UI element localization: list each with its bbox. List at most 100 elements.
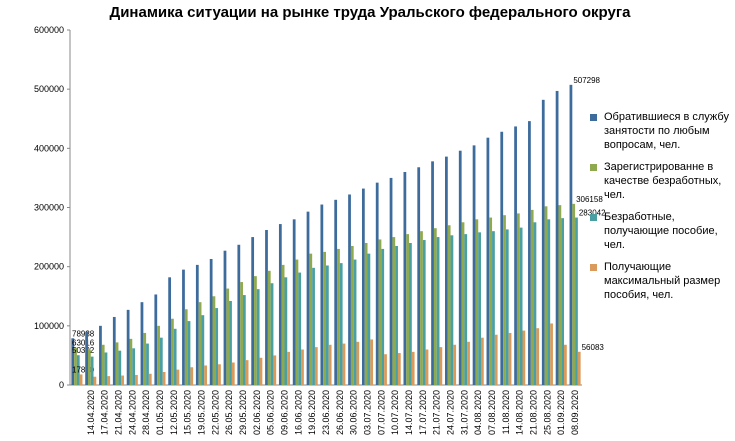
- bar: [464, 234, 468, 385]
- x-tick-label: 07.08.2020: [487, 390, 497, 435]
- data-label: 56083: [582, 343, 605, 352]
- bar: [132, 348, 136, 385]
- x-tick-label: 21.04.2020: [113, 390, 123, 435]
- bar: [384, 354, 387, 385]
- bar: [242, 295, 246, 385]
- bar: [76, 355, 80, 385]
- bar: [353, 259, 357, 385]
- bar: [314, 347, 318, 385]
- bar: [87, 349, 91, 385]
- y-tick-label: 400000: [34, 143, 64, 153]
- bar: [533, 222, 537, 385]
- bar: [522, 330, 526, 385]
- bar: [389, 177, 393, 385]
- bar: [342, 343, 346, 385]
- bar: [259, 357, 263, 385]
- x-tick-label: 03.07.2020: [363, 390, 373, 435]
- legend-label: Зарегистрированне в качестве безработных…: [604, 161, 722, 201]
- bar: [433, 228, 437, 385]
- legend-swatch: [590, 264, 597, 271]
- bar: [265, 229, 268, 385]
- bar: [79, 374, 83, 385]
- legend-label: Обратившиеся в службу занятости по любым…: [604, 111, 729, 151]
- bar: [406, 234, 410, 385]
- bar: [334, 199, 338, 385]
- x-tick-label: 28.04.2020: [141, 390, 151, 435]
- bar: [143, 332, 147, 385]
- bar: [237, 244, 241, 385]
- bar: [135, 374, 138, 385]
- bar: [129, 338, 133, 385]
- bar: [126, 309, 130, 385]
- bar: [99, 325, 102, 385]
- x-tick-label: 01.09.2020: [556, 390, 566, 435]
- data-label: 63016: [72, 339, 95, 348]
- bar: [245, 360, 249, 385]
- x-tick-label: 29.05.2020: [238, 390, 248, 435]
- bar: [378, 239, 382, 385]
- bar: [356, 341, 360, 385]
- legend-item: Обратившиеся в службу занятости по любым…: [590, 110, 730, 152]
- bar: [395, 245, 398, 385]
- bar: [409, 243, 412, 385]
- bar: [270, 283, 274, 385]
- x-tick-label: 15.05.2020: [183, 390, 193, 435]
- bar: [436, 237, 440, 385]
- x-tick-label: 24.07.2020: [446, 390, 456, 435]
- bar: [439, 347, 443, 385]
- legend-swatch: [590, 164, 597, 171]
- bar: [403, 172, 407, 385]
- x-tick-label: 04.08.2020: [473, 390, 483, 435]
- data-label: 50392: [72, 346, 95, 355]
- x-tick-label: 23.06.2020: [321, 390, 331, 435]
- x-tick-label: 21.07.2020: [432, 390, 442, 435]
- x-tick-label: 01.05.2020: [155, 390, 165, 435]
- bar: [370, 339, 374, 385]
- x-tick-label: 24.04.2020: [127, 390, 137, 435]
- bar: [212, 296, 216, 385]
- bar: [431, 161, 434, 385]
- bar: [209, 258, 213, 385]
- bar: [392, 237, 396, 385]
- bar: [516, 213, 520, 385]
- bar: [350, 245, 354, 385]
- legend-item: Получающие максимальный размер пособия, …: [590, 260, 730, 302]
- x-tick-label: 08.09.2020: [570, 390, 580, 435]
- bar: [528, 121, 531, 385]
- bar: [558, 205, 562, 385]
- bar: [575, 217, 578, 385]
- bar: [422, 240, 426, 385]
- bar: [107, 376, 111, 385]
- bar: [301, 349, 304, 385]
- legend-item: Зарегистрированне в качестве безработных…: [590, 160, 730, 202]
- x-tick-label: 21.08.2020: [529, 390, 539, 435]
- bar: [500, 131, 504, 385]
- bar: [530, 209, 534, 385]
- bar: [226, 288, 230, 385]
- legend-label: Получающие максимальный размер пособия, …: [604, 261, 721, 301]
- y-tick-label: 0: [59, 380, 64, 390]
- bar: [90, 356, 94, 385]
- x-tick-label: 09.06.2020: [279, 390, 289, 435]
- bar: [154, 294, 158, 385]
- x-tick-label: 11.08.2020: [501, 390, 511, 434]
- bar: [375, 182, 379, 385]
- bar: [411, 351, 415, 385]
- bar: [292, 219, 296, 385]
- x-tick-label: 05.06.2020: [266, 390, 276, 435]
- bar: [198, 302, 202, 385]
- data-label: 17860: [72, 365, 95, 374]
- bar: [146, 343, 149, 385]
- bar: [420, 231, 423, 385]
- x-tick-label: 17.07.2020: [418, 390, 428, 435]
- bar: [171, 318, 174, 385]
- bar: [326, 265, 329, 385]
- bar: [284, 277, 288, 385]
- x-tick-label: 19.05.2020: [196, 390, 206, 435]
- bar: [298, 272, 302, 385]
- bar: [364, 243, 368, 385]
- x-tick-label: 16.06.2020: [293, 390, 303, 435]
- bar: [256, 289, 260, 385]
- bar: [397, 353, 401, 385]
- legend-swatch: [590, 214, 597, 221]
